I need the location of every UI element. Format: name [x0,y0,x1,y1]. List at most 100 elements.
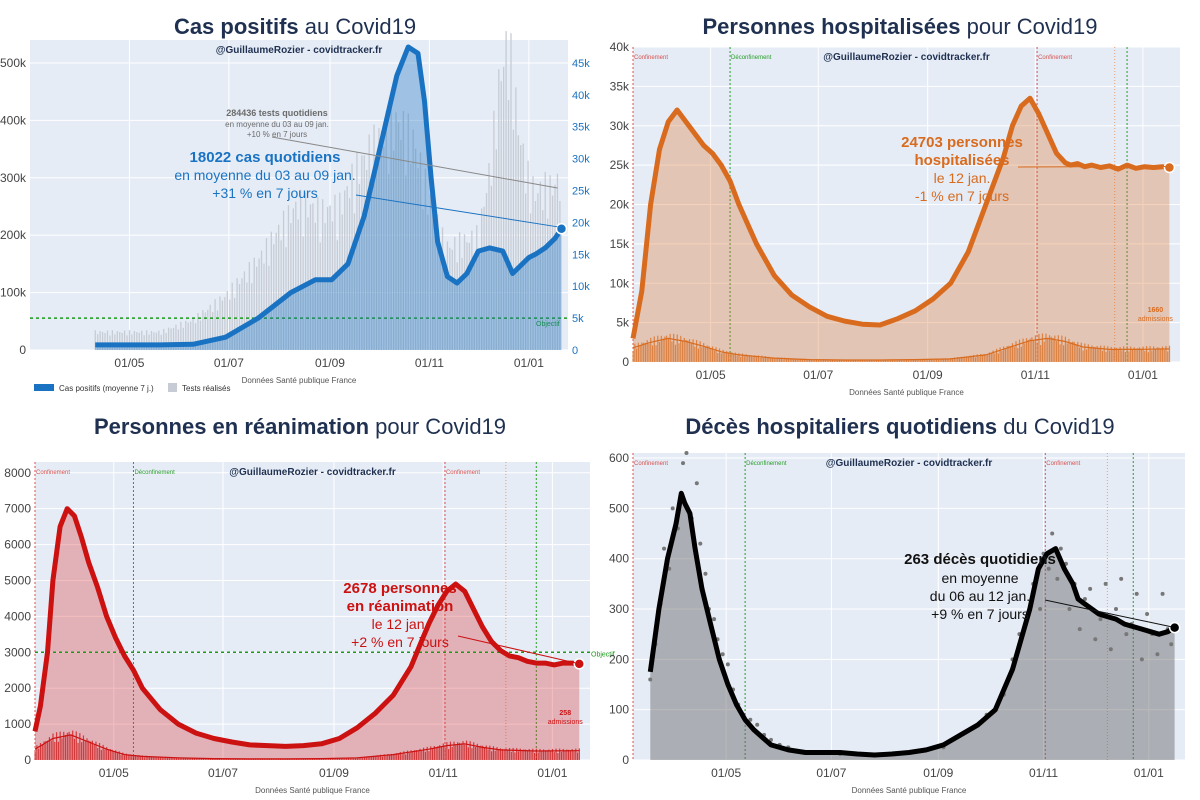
admission-bar [868,359,871,362]
y-tick-label: 3000 [4,645,31,659]
tests-bar [500,81,502,351]
admission-bar [662,338,664,362]
annotation-line: du 06 au 12 jan. [930,588,1030,604]
admission-bar [965,356,968,362]
admission-bar [943,358,945,362]
y-tick-label: 300k [0,171,27,185]
tests-bar [300,189,302,350]
tests-bar [368,134,370,350]
admission-bar [995,348,998,362]
admission-bar [999,347,1001,362]
admission-bar [699,341,701,362]
admission-bar [362,757,364,760]
admission-bar [483,747,486,760]
y-tick-label: 100k [0,286,27,300]
tests-bar [529,213,532,350]
admission-bar [1034,335,1037,362]
admission-bar [175,757,178,760]
admission-bar [505,748,507,760]
admission-bar [163,757,165,760]
annotation-title: hospitalisées [914,152,1009,169]
admission-bar [159,757,162,760]
tests-bar [238,284,241,350]
admission-bar [886,360,888,362]
admission-bar [453,741,455,760]
admission-bar [960,356,962,362]
admission-bar [150,756,153,760]
plot-background [633,453,1185,760]
admission-bar [478,746,480,760]
y-tick-label: 200k [0,228,27,242]
admission-bar [394,753,396,760]
admission-bar [764,356,767,362]
admission-bar [446,742,448,760]
admission-bar [115,750,117,760]
admission-bar [683,337,685,362]
admission-bar [653,336,655,362]
chart-hospitalisations: 0 5k 10k 15k 20k 25k 30k 35k 40k 01/05 01/07 01/09 0… [610,40,1180,397]
admission-bar [419,748,421,760]
y-right-tick-label: 10k [572,281,590,293]
tests-bar [270,231,272,350]
y-right-tick-label: 30k [572,154,590,166]
y-tick-label: 30k [610,119,630,133]
daily-point [670,506,675,511]
admission-bar [676,334,678,362]
admission-bar [433,746,435,760]
admission-bar [526,750,529,760]
admission-bar [861,359,864,362]
annotation-pointer [457,635,576,664]
admission-bar [149,756,151,760]
plot-background [35,462,590,760]
y-tick-label: 200 [609,652,629,666]
admission-bar [195,757,197,760]
admission-bar [688,339,691,362]
series-end-point [1168,621,1181,634]
admission-bar [551,748,554,760]
admission-bar [473,742,475,760]
admission-bar [460,743,462,760]
admission-bar [1052,337,1054,362]
admission-bar [93,744,95,760]
admission-bar [951,359,954,362]
admission-bar [667,338,669,362]
admission-bar [1123,346,1125,362]
admission-bar [569,750,572,760]
admission-bar [906,359,908,362]
admission-bar [860,359,862,362]
annotation-line: -1 % en 7 jours [915,188,1009,204]
admission-bar [738,353,740,362]
daily-point [1139,657,1144,662]
admission-bar [152,756,154,760]
admission-bar [874,360,876,362]
admission-bar [923,359,925,362]
admission-bar [634,343,636,362]
admission-bar [660,335,662,362]
admission-bar [390,753,392,760]
admission-bar [740,356,742,362]
admission-bar [1003,346,1005,362]
tests-bar [167,327,170,350]
admission-bar [516,748,518,760]
admission-bar [140,756,142,760]
admission-bar [573,751,575,760]
admission-bar [1031,337,1033,362]
admission-bar [535,748,537,760]
y-tick-label: 7000 [4,502,31,516]
admission-bar [895,359,897,362]
admission-bar [1130,346,1132,362]
y-tick-label: 500k [0,56,27,70]
admission-bar [858,359,860,362]
admission-bar [1004,348,1007,362]
admission-bar [102,744,104,760]
admission-bar [568,749,570,760]
admission-bar [722,349,724,362]
admission-bar [127,755,129,760]
tests-bar [348,198,351,350]
admission-bar [342,758,344,760]
admission-bar [471,748,473,760]
tests-bar [353,213,356,350]
admission-bar [694,346,696,362]
series-line [647,490,1176,758]
admission-bar [930,358,932,362]
